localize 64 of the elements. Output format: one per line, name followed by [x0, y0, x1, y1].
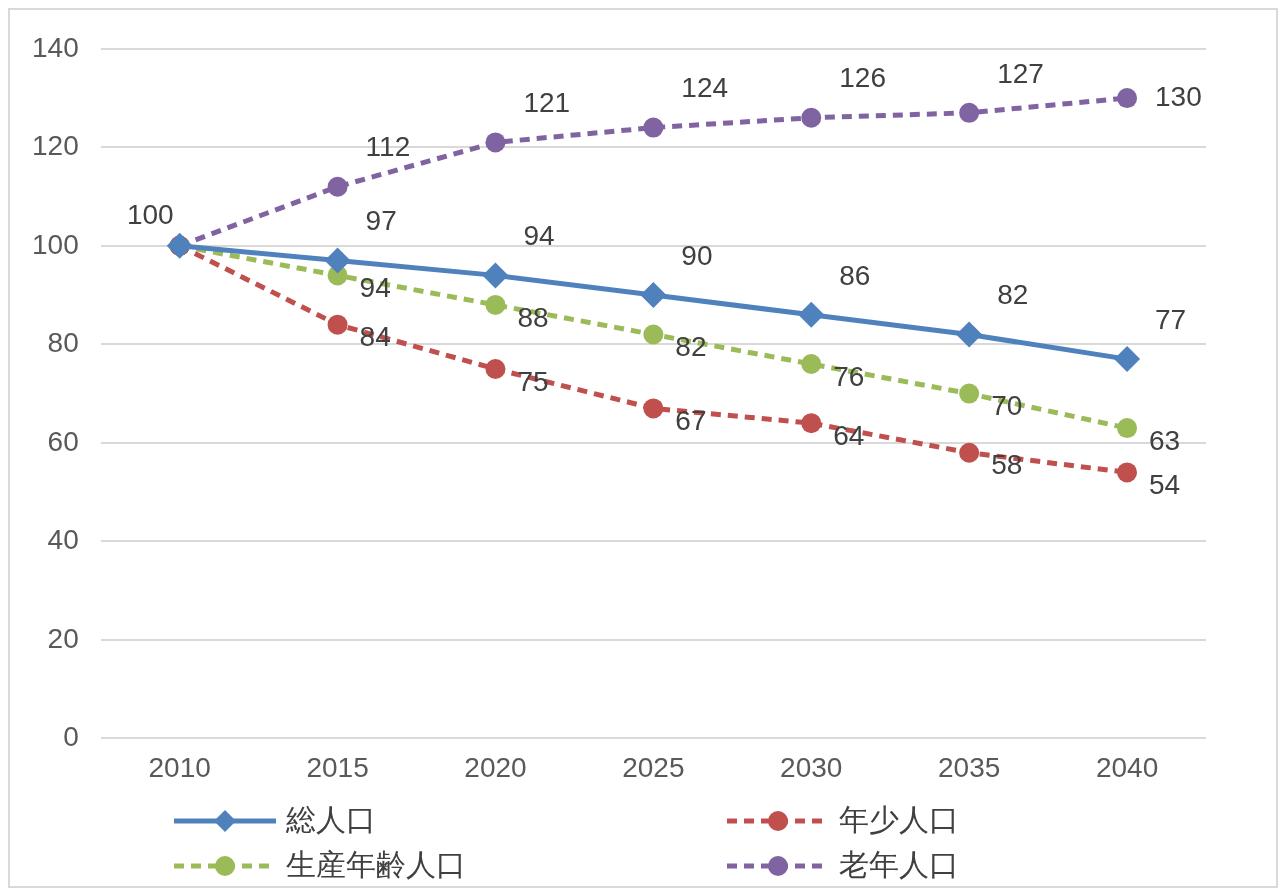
x-tick-label: 2040	[1095, 751, 1159, 783]
point	[643, 398, 664, 419]
data-label: 97	[365, 205, 397, 237]
data-label: 127	[997, 57, 1044, 89]
y-tick-label: 20	[47, 622, 79, 654]
data-label: 94	[523, 220, 555, 252]
point	[643, 324, 664, 345]
point	[1117, 88, 1138, 109]
y-tick-label: 80	[47, 327, 79, 359]
data-label: 100	[126, 198, 174, 230]
point	[485, 294, 506, 315]
point	[959, 442, 980, 463]
point	[643, 117, 664, 138]
data-label: 54	[1149, 469, 1181, 501]
point	[1114, 346, 1141, 373]
point	[1117, 418, 1138, 439]
x-tick-label: 2015	[306, 751, 369, 783]
data-label: 90	[681, 239, 713, 271]
point	[1117, 462, 1138, 483]
data-label: 82	[997, 279, 1029, 311]
point	[640, 282, 667, 309]
y-tick-label: 60	[47, 425, 79, 457]
point	[801, 107, 822, 128]
data-label: 70	[991, 390, 1023, 422]
data-label: 64	[833, 419, 865, 451]
x-tick-label: 2010	[148, 751, 211, 783]
point	[327, 314, 348, 335]
y-tick-label: 40	[47, 524, 79, 556]
legend-label: 生産年齢人口	[286, 847, 466, 883]
legend-label: 総人口	[286, 802, 376, 838]
data-label: 130	[1155, 80, 1202, 112]
x-tick-label: 2030	[780, 751, 843, 783]
point	[324, 247, 351, 274]
point	[485, 358, 506, 379]
x-tick-label: 2020	[464, 751, 527, 783]
data-label: 77	[1155, 303, 1187, 335]
legend-label: 年少人口	[839, 802, 959, 838]
y-tick-label: 120	[32, 130, 79, 162]
data-label: 112	[365, 131, 411, 163]
point	[482, 262, 509, 289]
point	[959, 102, 980, 123]
point	[798, 301, 825, 328]
data-label: 67	[675, 405, 707, 437]
data-label: 88	[517, 301, 549, 333]
data-label: 86	[839, 259, 871, 291]
data-label: 121	[523, 87, 571, 119]
data-label: 58	[991, 449, 1023, 481]
point	[327, 176, 348, 197]
y-tick-label: 100	[32, 228, 79, 260]
point	[801, 413, 822, 434]
x-tick-label: 2035	[938, 751, 1001, 783]
point	[485, 132, 506, 153]
data-label: 75	[517, 365, 549, 397]
y-tick-label: 0	[63, 721, 79, 753]
data-label: 76	[833, 360, 865, 392]
data-label: 63	[1149, 424, 1181, 456]
data-label: 124	[681, 72, 729, 104]
data-label: 126	[839, 62, 886, 94]
x-tick-label: 2025	[622, 751, 685, 783]
point	[956, 321, 983, 348]
point	[801, 354, 822, 375]
point	[959, 383, 980, 404]
y-tick-label: 140	[32, 31, 79, 63]
legend-label: 老年人口	[839, 847, 959, 883]
